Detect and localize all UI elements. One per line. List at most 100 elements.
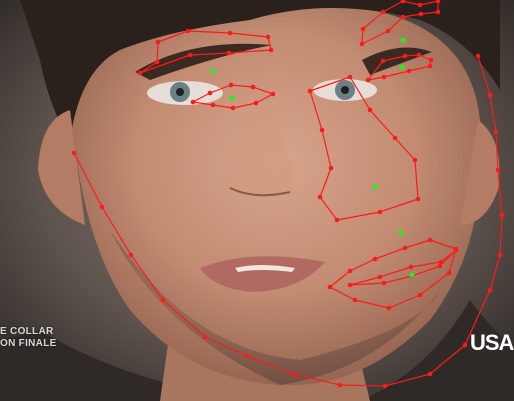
landmark-point [228, 82, 234, 88]
landmark-point [402, 53, 408, 59]
caption-line-2: ON FINALE [0, 338, 57, 349]
region-center-point [409, 272, 415, 278]
landmark-point [382, 383, 388, 389]
landmark-point [402, 245, 408, 251]
region-center-point [400, 37, 406, 43]
eyebrow-right [362, 47, 432, 75]
landmark-point [347, 268, 353, 274]
landmark-point [400, 14, 406, 20]
landmark-point [487, 92, 493, 98]
landmark-points [71, 0, 505, 389]
jaw-stubble [110, 230, 440, 385]
landmark-point [307, 88, 313, 94]
landmark-point [497, 252, 503, 258]
landmark-point [190, 99, 196, 105]
landmark-point [493, 129, 499, 135]
shirt-right [360, 300, 514, 401]
landmark-point [377, 209, 383, 215]
region-center-point [399, 64, 405, 70]
pupil-left [176, 88, 184, 96]
landmark-point [185, 28, 191, 34]
landmark-point [367, 107, 373, 113]
region-center-point [398, 230, 404, 236]
pupil-right [341, 86, 349, 94]
ear-right [460, 120, 500, 225]
landmark-point [428, 57, 434, 63]
landmark-point [418, 11, 424, 17]
network-logo: USA [470, 330, 514, 355]
landmark-point [416, 52, 422, 58]
landmark-point [187, 52, 193, 58]
landmark-point [250, 84, 256, 90]
landmark-point [412, 157, 418, 163]
landmark-point [417, 292, 423, 298]
eyebrow-left [135, 43, 272, 80]
landmark-point [499, 212, 505, 218]
landmark-point [462, 342, 468, 348]
landmark-point [71, 150, 77, 156]
landmark-point [437, 263, 443, 269]
landmark-point [415, 196, 421, 202]
landmark-point [347, 282, 353, 288]
landmark-point [386, 305, 392, 311]
hair [20, 0, 500, 140]
landmark-point [381, 280, 387, 286]
landmark-point [265, 34, 271, 40]
caption-line-1: E COLLAR [0, 326, 54, 337]
landmark-point [154, 59, 160, 65]
landmark-point [381, 74, 387, 80]
landmark-point [291, 371, 297, 377]
show-caption: E COLLAR ON FINALE [0, 326, 70, 350]
landmark-point [427, 371, 433, 377]
region-center-point [210, 68, 216, 74]
landmark-point [319, 127, 325, 133]
landmark-point [334, 217, 340, 223]
lips [200, 256, 325, 292]
landmark-point [417, 2, 423, 8]
landmark-point [380, 9, 386, 15]
landmark-point [495, 167, 501, 173]
landmark-point [359, 41, 365, 47]
landmark-point [453, 247, 459, 253]
landmark-point [328, 165, 334, 171]
landmark-point [244, 353, 250, 359]
region-center-point [229, 95, 235, 101]
landmark-point [475, 53, 481, 59]
landmark-point [427, 237, 433, 243]
landmark-point [435, 9, 441, 15]
landmark-point [406, 68, 412, 74]
landmark-point [446, 270, 452, 276]
teeth [235, 265, 295, 272]
landmark-point [210, 102, 216, 108]
landmark-point [227, 30, 233, 36]
landmark-point [160, 297, 166, 303]
shirt-left [0, 330, 250, 401]
landmark-point [360, 26, 366, 32]
landmark-point [99, 204, 105, 210]
landmark-point [427, 63, 433, 69]
landmark-point [380, 58, 386, 64]
landmark-point [408, 264, 414, 270]
landmark-point [155, 39, 161, 45]
ear-left [38, 110, 85, 225]
landmark-point [372, 256, 378, 262]
landmark-point [352, 297, 358, 303]
landmark-point [226, 50, 232, 56]
landmark-point [202, 334, 208, 340]
landmark-point [137, 70, 143, 76]
landmark-point [230, 105, 236, 111]
landmark-point [377, 274, 383, 280]
landmark-point [385, 28, 391, 34]
landmark-jawline [73, 55, 503, 387]
landmark-cheek-right [309, 76, 419, 221]
landmark-point [253, 100, 259, 106]
landmark-point [128, 252, 134, 258]
landmark-point [438, 259, 444, 265]
landmark-point [268, 47, 274, 53]
landmark-brow-left [139, 30, 272, 74]
landmark-point [327, 284, 333, 290]
landmark-point [207, 90, 213, 96]
landmark-point [317, 194, 323, 200]
nose [225, 100, 294, 199]
